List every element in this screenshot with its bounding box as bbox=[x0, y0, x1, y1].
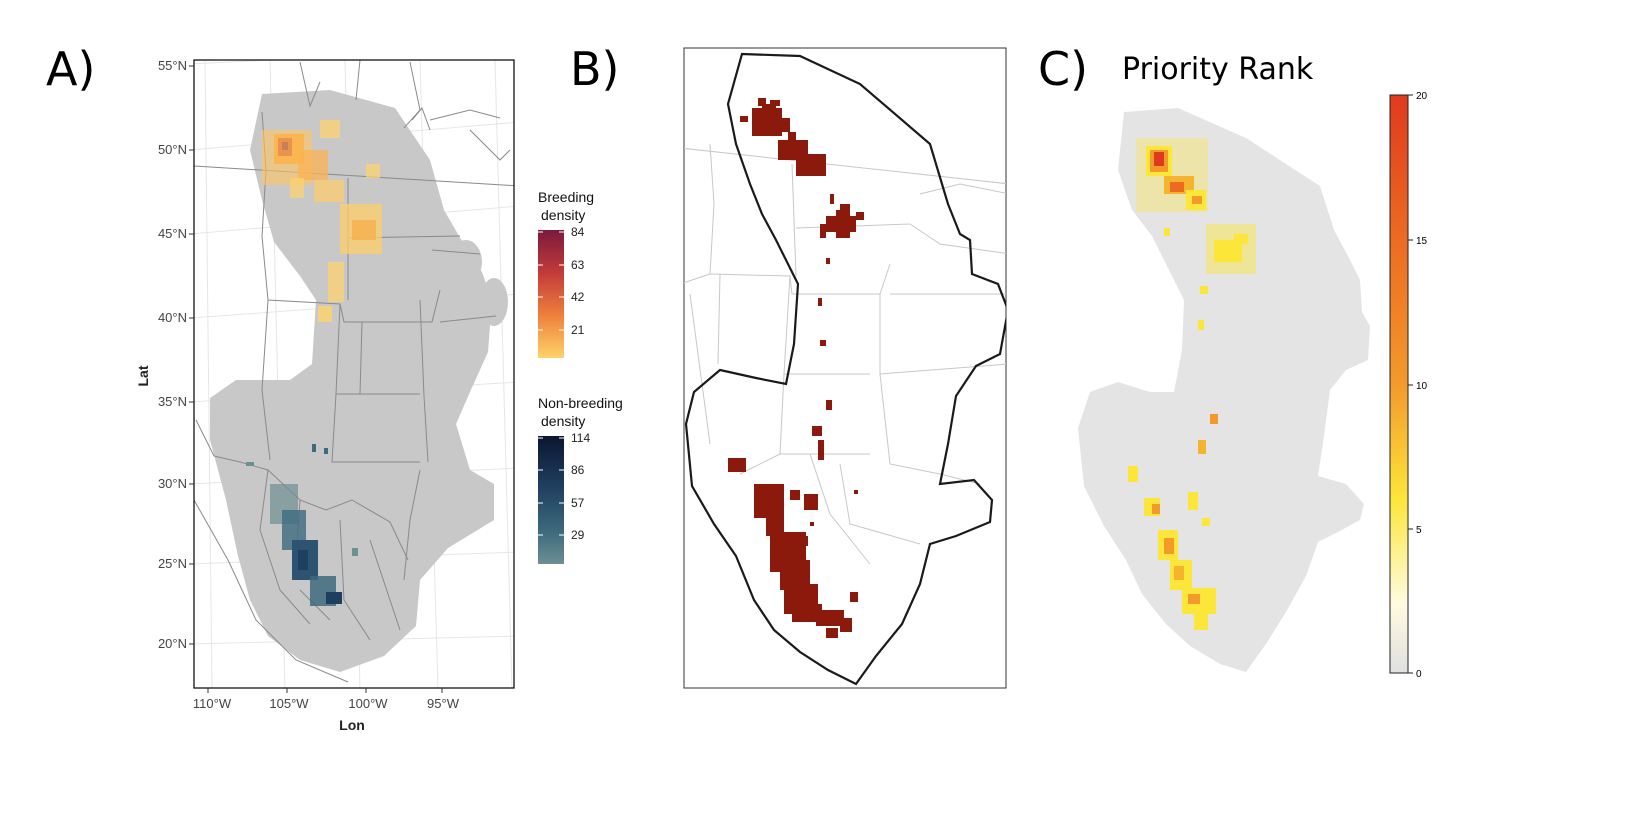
nonbreeding-tick: 57 bbox=[571, 496, 585, 510]
lon-tick: 95°W bbox=[427, 696, 460, 711]
lat-tick: 35°N bbox=[158, 394, 187, 409]
panel-b-label: B) bbox=[570, 42, 620, 96]
rank-tick: 0 bbox=[1416, 669, 1422, 680]
lat-tick: 50°N bbox=[158, 142, 187, 157]
lat-tick: 45°N bbox=[158, 226, 187, 241]
map-b bbox=[683, 47, 1007, 689]
rank-tick: 20 bbox=[1416, 91, 1428, 102]
nonbreeding-density-cells bbox=[246, 444, 358, 606]
map-a-frame bbox=[193, 59, 515, 689]
nonbreeding-tick: 29 bbox=[571, 528, 585, 542]
nonbreeding-tick: 86 bbox=[571, 463, 585, 477]
lon-tick: 100°W bbox=[348, 696, 388, 711]
breeding-legend-title-2: density bbox=[541, 207, 585, 223]
panel-c-label: C) bbox=[1038, 42, 1089, 96]
breeding-tick: 63 bbox=[571, 258, 585, 272]
map-c: 20 15 10 5 0 bbox=[1078, 91, 1428, 680]
lon-tick: 105°W bbox=[269, 696, 309, 711]
lat-tick: 20°N bbox=[158, 636, 187, 651]
lat-tick: 40°N bbox=[158, 310, 187, 325]
breeding-tick: 84 bbox=[571, 225, 585, 239]
lat-tick: 55°N bbox=[158, 58, 187, 73]
priority-rank-cells bbox=[1128, 138, 1256, 630]
priority-cells bbox=[728, 98, 864, 638]
rank-tick: 5 bbox=[1416, 525, 1422, 536]
nonbreeding-legend-title-1: Non-breeding bbox=[538, 395, 623, 411]
range-outline bbox=[684, 52, 1006, 686]
breeding-colorbar bbox=[538, 230, 564, 358]
lat-tick: 25°N bbox=[158, 556, 187, 571]
map-a: 55°N 50°N 45°N 40°N 35°N 30°N 25°N 20°N … bbox=[135, 58, 623, 733]
rank-tick: 15 bbox=[1416, 236, 1428, 247]
breeding-tick: 42 bbox=[571, 290, 585, 304]
priority-rank-colorbar: 20 15 10 5 0 bbox=[1389, 91, 1428, 680]
panel-a-label: A) bbox=[46, 42, 96, 96]
y-axis-title: Lat bbox=[135, 365, 151, 386]
breeding-legend-title-1: Breeding bbox=[538, 189, 594, 205]
x-axis-title: Lon bbox=[339, 717, 365, 733]
priority-rank-title: Priority Rank bbox=[1122, 52, 1314, 87]
species-range bbox=[210, 90, 508, 672]
breeding-density-cells bbox=[262, 120, 382, 322]
lat-tick: 30°N bbox=[158, 476, 187, 491]
lon-tick: 110°W bbox=[193, 696, 232, 711]
breeding-legend: Breeding density 84 63 42 21 bbox=[538, 189, 594, 358]
breeding-tick: 21 bbox=[571, 323, 585, 337]
nonbreeding-legend-title-2: density bbox=[541, 413, 585, 429]
nonbreeding-colorbar bbox=[538, 436, 564, 564]
range-area bbox=[1078, 108, 1370, 672]
rank-tick: 10 bbox=[1416, 381, 1428, 392]
nonbreeding-tick: 114 bbox=[571, 431, 590, 445]
nonbreeding-legend: Non-breeding density 114 86 57 29 bbox=[538, 395, 623, 564]
map-b-borders bbox=[684, 143, 1006, 565]
